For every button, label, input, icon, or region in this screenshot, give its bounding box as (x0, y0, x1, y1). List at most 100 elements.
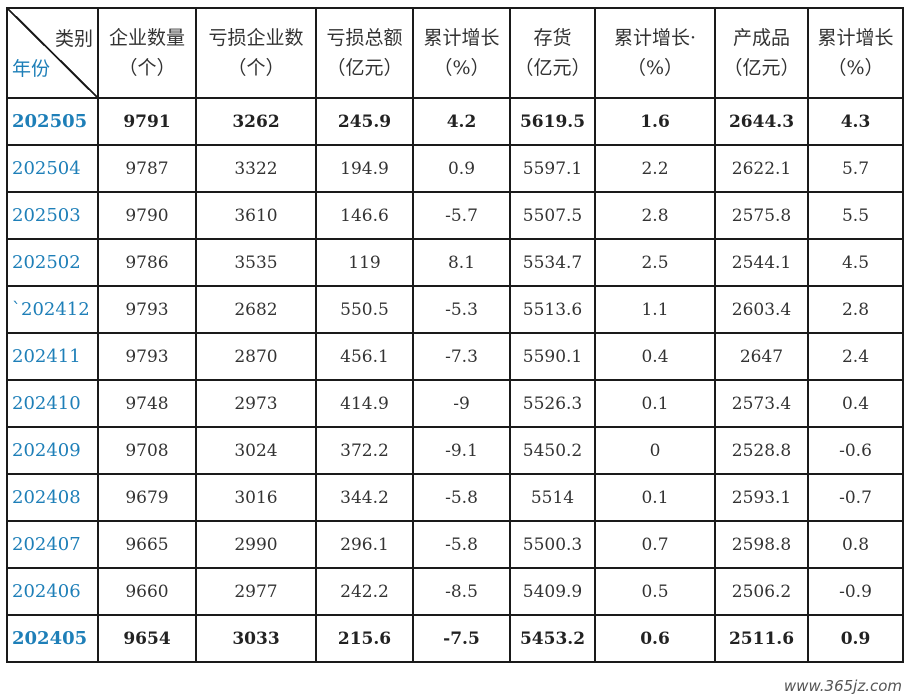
year-cell: 202503 (6, 191, 99, 240)
value-cell: 5597.1 (509, 144, 596, 193)
value-cell: 5514 (509, 473, 596, 522)
value-cell: -5.3 (412, 285, 511, 334)
value-cell: 2575.8 (714, 191, 809, 240)
value-cell: 5534.7 (509, 238, 596, 287)
value-cell: 9708 (97, 426, 197, 475)
column-header-unit: （亿元） (326, 57, 403, 79)
value-cell: 2598.8 (714, 520, 809, 569)
value-cell: 2990 (195, 520, 317, 569)
column-header-title: 亏损企业数 (208, 27, 304, 49)
value-cell: 9660 (97, 567, 197, 616)
table-row: 202408 9679 3016 344.2 -5.8 5514 0.1 2593.1 -0.7 (6, 473, 904, 522)
value-cell: 344.2 (315, 473, 414, 522)
year-cell: 202408 (6, 473, 99, 522)
column-header: 亏损企业数 （个） (195, 7, 317, 99)
column-header-unit: （%） (433, 57, 490, 79)
value-cell: 2603.4 (714, 285, 809, 334)
value-cell: 2973 (195, 379, 317, 428)
column-header-unit: （%） (626, 57, 684, 79)
value-cell: 414.9 (315, 379, 414, 428)
value-cell: 9790 (97, 191, 197, 240)
value-cell: 3322 (195, 144, 317, 193)
value-cell: -5.8 (412, 520, 511, 569)
column-header-title: 企业数量 (108, 27, 185, 49)
value-cell: 2622.1 (714, 144, 809, 193)
table-row: 202504 9787 3322 194.9 0.9 5597.1 2.2 2622.1 5.7 (6, 144, 904, 193)
value-cell: 9748 (97, 379, 197, 428)
year-cell: `202412 (6, 285, 99, 334)
year-cell: 202406 (6, 567, 99, 616)
value-cell: 5.5 (807, 191, 904, 240)
table-row: 202411 9793 2870 456.1 -7.3 5590.1 0.4 2647 2.4 (6, 332, 904, 381)
column-header: 存货 （亿元） (509, 7, 596, 99)
value-cell: -7.5 (412, 614, 511, 663)
year-cell: 202409 (6, 426, 99, 475)
table-row: 202503 9790 3610 146.6 -5.7 5507.5 2.8 2575.8 5.… (6, 191, 904, 240)
corner-header-cell: 类别 年份 (6, 7, 99, 99)
value-cell: 0.5 (594, 567, 716, 616)
column-header-unit: （%） (827, 57, 884, 79)
value-cell: 242.2 (315, 567, 414, 616)
column-header-unit: （亿元） (514, 57, 591, 79)
value-cell: 9793 (97, 332, 197, 381)
column-header: 累计增长 （%） (807, 7, 904, 99)
value-cell: 9791 (97, 97, 197, 146)
column-header-title: 亏损总额 (326, 27, 403, 49)
table-row: 202410 9748 2973 414.9 -9 5526.3 0.1 2573.4 0.4 (6, 379, 904, 428)
value-cell: 1.1 (594, 285, 716, 334)
value-cell: 5409.9 (509, 567, 596, 616)
value-cell: 215.6 (315, 614, 414, 663)
value-cell: 9793 (97, 285, 197, 334)
value-cell: -0.6 (807, 426, 904, 475)
value-cell: 4.5 (807, 238, 904, 287)
table-row: `202412 9793 2682 550.5 -5.3 5513.6 1.1 2603.4 2… (6, 285, 904, 334)
value-cell: -8.5 (412, 567, 511, 616)
value-cell: -0.9 (807, 567, 904, 616)
header-row: 类别 年份 企业数量 （个） 亏损企业数 （个） 亏损总额 （亿元） 累计增长 （%） … (6, 7, 904, 99)
value-cell: -9.1 (412, 426, 511, 475)
value-cell: 2573.4 (714, 379, 809, 428)
data-table: 类别 年份 企业数量 （个） 亏损企业数 （个） 亏损总额 （亿元） 累计增长 （%） … (6, 7, 904, 663)
value-cell: 5500.3 (509, 520, 596, 569)
value-cell: 2870 (195, 332, 317, 381)
value-cell: 2.4 (807, 332, 904, 381)
year-cell: 202407 (6, 520, 99, 569)
column-header-title: 存货 (533, 27, 572, 49)
value-cell: 296.1 (315, 520, 414, 569)
value-cell: 0 (594, 426, 716, 475)
value-cell: -5.7 (412, 191, 511, 240)
value-cell: 5453.2 (509, 614, 596, 663)
value-cell: 0.1 (594, 473, 716, 522)
column-header: 产成品 （亿元） (714, 7, 809, 99)
corner-year-label: 年份 (12, 58, 51, 80)
value-cell: 3024 (195, 426, 317, 475)
year-cell: 202504 (6, 144, 99, 193)
value-cell: 0.8 (807, 520, 904, 569)
value-cell: 5619.5 (509, 97, 596, 146)
column-header-title: 累计增长 (817, 27, 894, 49)
value-cell: 2.5 (594, 238, 716, 287)
corner-category-label: 类别 (54, 28, 93, 50)
value-cell: 3535 (195, 238, 317, 287)
value-cell: 456.1 (315, 332, 414, 381)
value-cell: 0.6 (594, 614, 716, 663)
value-cell: 0.7 (594, 520, 716, 569)
value-cell: 5450.2 (509, 426, 596, 475)
value-cell: 0.4 (594, 332, 716, 381)
value-cell: -0.7 (807, 473, 904, 522)
value-cell: 5526.3 (509, 379, 596, 428)
value-cell: 2682 (195, 285, 317, 334)
year-cell: 202411 (6, 332, 99, 381)
table-row: 202502 9786 3535 119 8.1 5534.7 2.5 2544.1 4.5 (6, 238, 904, 287)
table-row: 202407 9665 2990 296.1 -5.8 5500.3 0.7 2598.8 0.… (6, 520, 904, 569)
value-cell: 9786 (97, 238, 197, 287)
value-cell: 0.4 (807, 379, 904, 428)
value-cell: -5.8 (412, 473, 511, 522)
year-cell: 202410 (6, 379, 99, 428)
value-cell: 2.8 (594, 191, 716, 240)
value-cell: 9665 (97, 520, 197, 569)
value-cell: 245.9 (315, 97, 414, 146)
value-cell: 2644.3 (714, 97, 809, 146)
value-cell: 2511.6 (714, 614, 809, 663)
table-row: 202409 9708 3024 372.2 -9.1 5450.2 0 2528.8 -0.6 (6, 426, 904, 475)
